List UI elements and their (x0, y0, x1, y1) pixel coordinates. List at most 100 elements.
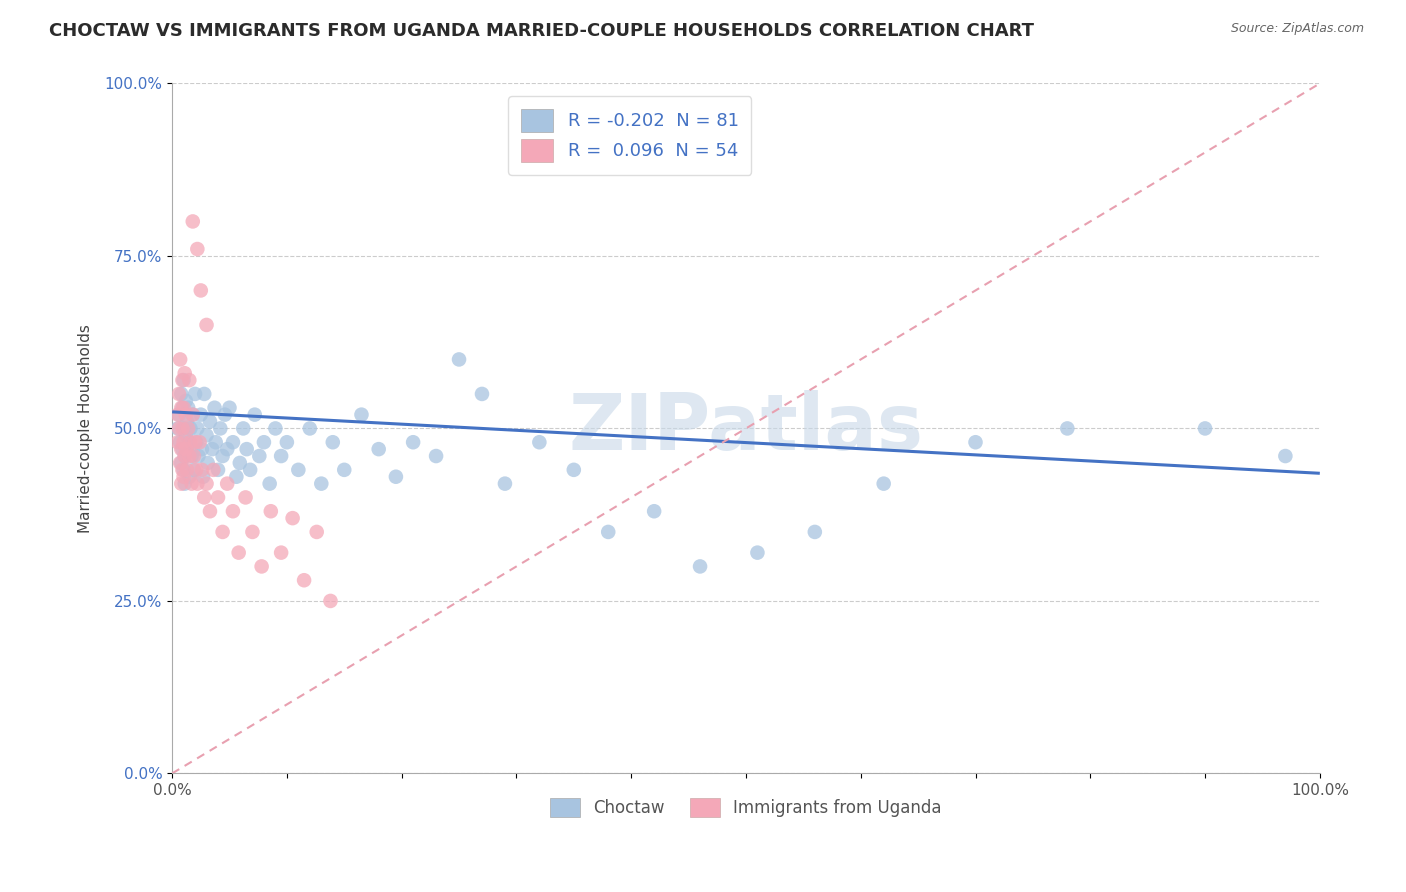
Point (173, 469, 195, 483)
Point (270, 449, 292, 463)
Point (229, 456, 252, 470)
Point (184, 387, 207, 401)
Point (253, 435, 276, 450)
Point (173, 366, 195, 380)
Point (186, 435, 208, 450)
Point (259, 476, 281, 491)
Point (235, 442, 257, 457)
Point (204, 401, 226, 415)
Point (225, 469, 247, 483)
Point (193, 491, 215, 505)
Point (166, 408, 188, 422)
Point (167, 421, 190, 435)
Point (747, 546, 769, 560)
Point (186, 463, 208, 477)
Point (965, 435, 987, 450)
Point (367, 442, 389, 457)
Legend: Choctaw, Immigrants from Uganda: Choctaw, Immigrants from Uganda (544, 791, 949, 823)
Point (181, 408, 204, 422)
Point (181, 408, 204, 422)
Text: ZIPatlas: ZIPatlas (568, 391, 924, 467)
Point (298, 421, 321, 435)
Point (562, 463, 585, 477)
Point (207, 491, 229, 505)
Point (169, 456, 191, 470)
Point (177, 421, 200, 435)
Point (172, 421, 194, 435)
Point (191, 442, 214, 457)
Point (174, 428, 197, 442)
Point (305, 524, 328, 539)
Point (184, 435, 207, 450)
Point (873, 476, 896, 491)
Point (447, 352, 470, 367)
Point (281, 511, 304, 525)
Point (167, 408, 190, 422)
Point (204, 435, 226, 450)
Point (179, 373, 201, 387)
Point (195, 428, 218, 442)
Point (179, 469, 201, 483)
Point (173, 449, 195, 463)
Point (232, 421, 254, 435)
Point (181, 214, 204, 228)
Point (176, 442, 198, 457)
Point (174, 408, 197, 422)
Point (173, 476, 195, 491)
Point (350, 408, 373, 422)
Point (222, 504, 245, 518)
Point (172, 442, 194, 457)
Point (172, 401, 194, 415)
Point (264, 421, 287, 435)
Point (172, 373, 194, 387)
Point (202, 463, 225, 477)
Point (195, 318, 218, 332)
Point (173, 401, 195, 415)
Point (170, 401, 193, 415)
Point (173, 435, 195, 450)
Point (193, 387, 215, 401)
Y-axis label: Married-couple Households: Married-couple Households (79, 324, 93, 533)
Point (209, 421, 232, 435)
Point (211, 524, 233, 539)
Point (260, 504, 283, 518)
Point (242, 524, 264, 539)
Point (170, 442, 193, 457)
Point (170, 456, 193, 470)
Point (179, 421, 201, 435)
Text: Source: ZipAtlas.com: Source: ZipAtlas.com (1230, 22, 1364, 36)
Point (322, 435, 344, 450)
Point (425, 449, 447, 463)
Point (319, 594, 342, 608)
Point (173, 463, 195, 477)
Point (166, 421, 188, 435)
Point (179, 449, 201, 463)
Point (198, 415, 221, 429)
Point (173, 449, 195, 463)
Point (170, 476, 193, 491)
Point (183, 463, 205, 477)
Point (218, 401, 240, 415)
Point (1056, 421, 1078, 435)
Point (250, 559, 273, 574)
Point (173, 421, 195, 435)
Point (170, 387, 193, 401)
Point (186, 476, 208, 491)
Point (191, 469, 214, 483)
Point (167, 387, 190, 401)
Text: CHOCTAW VS IMMIGRANTS FROM UGANDA MARRIED-COUPLE HOUSEHOLDS CORRELATION CHART: CHOCTAW VS IMMIGRANTS FROM UGANDA MARRIE… (49, 22, 1035, 40)
Point (287, 463, 309, 477)
Point (195, 476, 218, 491)
Point (643, 504, 665, 518)
Point (180, 476, 202, 491)
Point (190, 284, 212, 298)
Point (529, 435, 551, 450)
Point (186, 421, 208, 435)
Point (247, 449, 270, 463)
Point (174, 442, 197, 457)
Point (177, 401, 200, 415)
Point (172, 463, 194, 477)
Point (174, 393, 197, 408)
Point (228, 546, 250, 560)
Point (179, 435, 201, 450)
